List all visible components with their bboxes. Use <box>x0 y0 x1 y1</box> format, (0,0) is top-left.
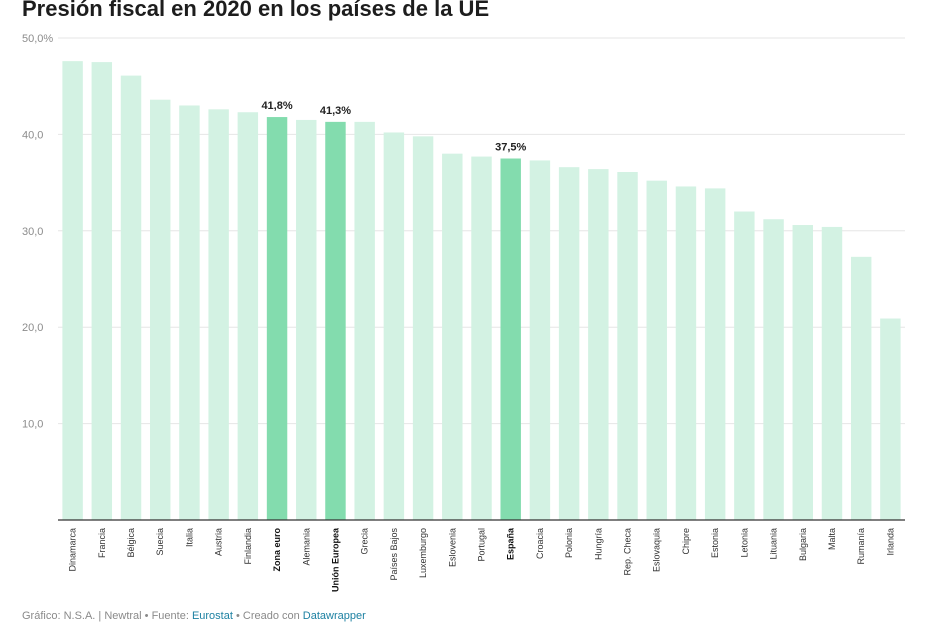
x-tick-label: Austria <box>214 528 224 556</box>
data-label: 41,8% <box>261 100 292 112</box>
x-tick-label: Luxemburgo <box>418 528 428 578</box>
footer-middle: • Creado con <box>232 610 303 622</box>
x-tick-label: Malta <box>827 528 837 550</box>
bar-suecia[interactable] <box>150 99 171 521</box>
bar-eslovenia[interactable] <box>442 153 463 520</box>
bar-austria[interactable] <box>208 109 229 520</box>
bar-belgica[interactable] <box>120 75 142 520</box>
x-tick-label: Países Bajos <box>389 528 399 581</box>
bar-bulgaria[interactable] <box>792 225 813 521</box>
x-tick-label: Unión Europea <box>330 527 340 592</box>
bar-lituania[interactable] <box>763 219 784 520</box>
datawrapper-link[interactable]: Datawrapper <box>302 610 366 622</box>
x-tick-label: Eslovenia <box>447 528 457 567</box>
y-axis-ticks: 10,0 20,0 30,0 40,0 50,0% <box>22 33 53 431</box>
bar-zona-euro[interactable] <box>266 117 288 520</box>
x-tick-label: Letonia <box>739 528 749 558</box>
bar-rumania[interactable] <box>850 256 872 520</box>
x-tick-label: Bélgica <box>126 528 136 558</box>
bar-union-europea[interactable] <box>325 121 346 521</box>
bar-eslovaquia[interactable] <box>646 180 667 520</box>
x-tick-label: Italia <box>184 528 194 547</box>
x-tick-label: Francia <box>97 528 107 558</box>
data-label: 37,5% <box>495 142 526 154</box>
x-tick-label: Finlandia <box>243 528 253 565</box>
x-axis-labels: Dinamarca Francia Bélgica Suecia Italia Austr… <box>68 527 896 592</box>
source-link[interactable]: Eurostat <box>191 610 233 622</box>
bar-rep-checa[interactable] <box>617 171 638 520</box>
x-tick-label: España <box>506 527 516 560</box>
chart-title: Presión fiscal en 2020 en los países de … <box>22 0 490 21</box>
x-tick-label: Zona euro <box>272 528 282 572</box>
data-label: 41,3% <box>320 105 351 117</box>
y-tick-label: 10,0 <box>22 419 43 431</box>
bar-paises-bajos[interactable] <box>383 132 405 521</box>
x-tick-label: Portugal <box>477 528 487 562</box>
x-tick-label: Chipre <box>681 528 691 555</box>
bar-alemania[interactable] <box>296 119 317 520</box>
x-tick-label: Dinamarca <box>68 528 78 572</box>
x-tick-label: Grecia <box>360 528 370 555</box>
x-tick-label: Irlanda <box>885 528 895 556</box>
bar-luxemburgo[interactable] <box>412 136 434 520</box>
chart-footer: Gráfico: N.S.A. | Newtral • Fuente: Euro… <box>22 610 366 622</box>
bar-hungria[interactable] <box>588 169 609 520</box>
x-tick-label: Rep. Checa <box>623 528 633 576</box>
y-tick-label: 30,0 <box>22 226 43 238</box>
bar-estonia[interactable] <box>704 188 726 520</box>
bar-irlanda[interactable] <box>880 318 901 520</box>
bar-finlandia[interactable] <box>237 112 259 520</box>
x-tick-label: Eslovaquia <box>652 528 662 572</box>
bar-croacia[interactable] <box>529 160 551 521</box>
x-tick-label: Alemania <box>301 528 311 566</box>
bar-dinamarca[interactable] <box>62 61 83 521</box>
bar-portugal[interactable] <box>471 156 492 520</box>
bar-malta[interactable] <box>821 226 843 520</box>
x-tick-label: Suecia <box>155 528 165 556</box>
x-tick-label: Estonia <box>710 528 720 558</box>
x-tick-label: Bulgaria <box>798 528 808 561</box>
footer-prefix: Gráfico: N.S.A. | Newtral • Fuente: <box>22 610 192 622</box>
bar-chipre[interactable] <box>675 186 697 520</box>
bar-francia[interactable] <box>91 62 113 520</box>
bar-chart: 41,8% 41,3% 37,5% 10,0 20,0 30,0 40,0 50,0% Di… <box>22 33 905 592</box>
data-labels: 41,8% 41,3% 37,5% <box>261 100 526 153</box>
x-tick-label: Rumanía <box>856 528 866 565</box>
y-tick-label: 40,0 <box>22 129 43 141</box>
x-tick-label: Croacia <box>535 528 545 559</box>
y-tick-label: 20,0 <box>22 322 43 334</box>
bar-letonia[interactable] <box>734 211 755 520</box>
x-tick-label: Polonia <box>564 528 574 558</box>
y-tick-label: 50,0% <box>22 33 53 45</box>
bar-polonia[interactable] <box>558 167 580 520</box>
bar-grecia[interactable] <box>354 121 375 521</box>
bar-espana[interactable] <box>500 158 521 521</box>
x-tick-label: Lituania <box>769 528 779 560</box>
bar-italia[interactable] <box>179 105 200 520</box>
x-tick-label: Hungría <box>593 528 603 560</box>
bars <box>62 61 901 521</box>
